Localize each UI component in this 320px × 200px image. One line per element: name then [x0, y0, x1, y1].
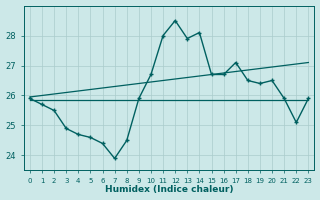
X-axis label: Humidex (Indice chaleur): Humidex (Indice chaleur): [105, 185, 233, 194]
